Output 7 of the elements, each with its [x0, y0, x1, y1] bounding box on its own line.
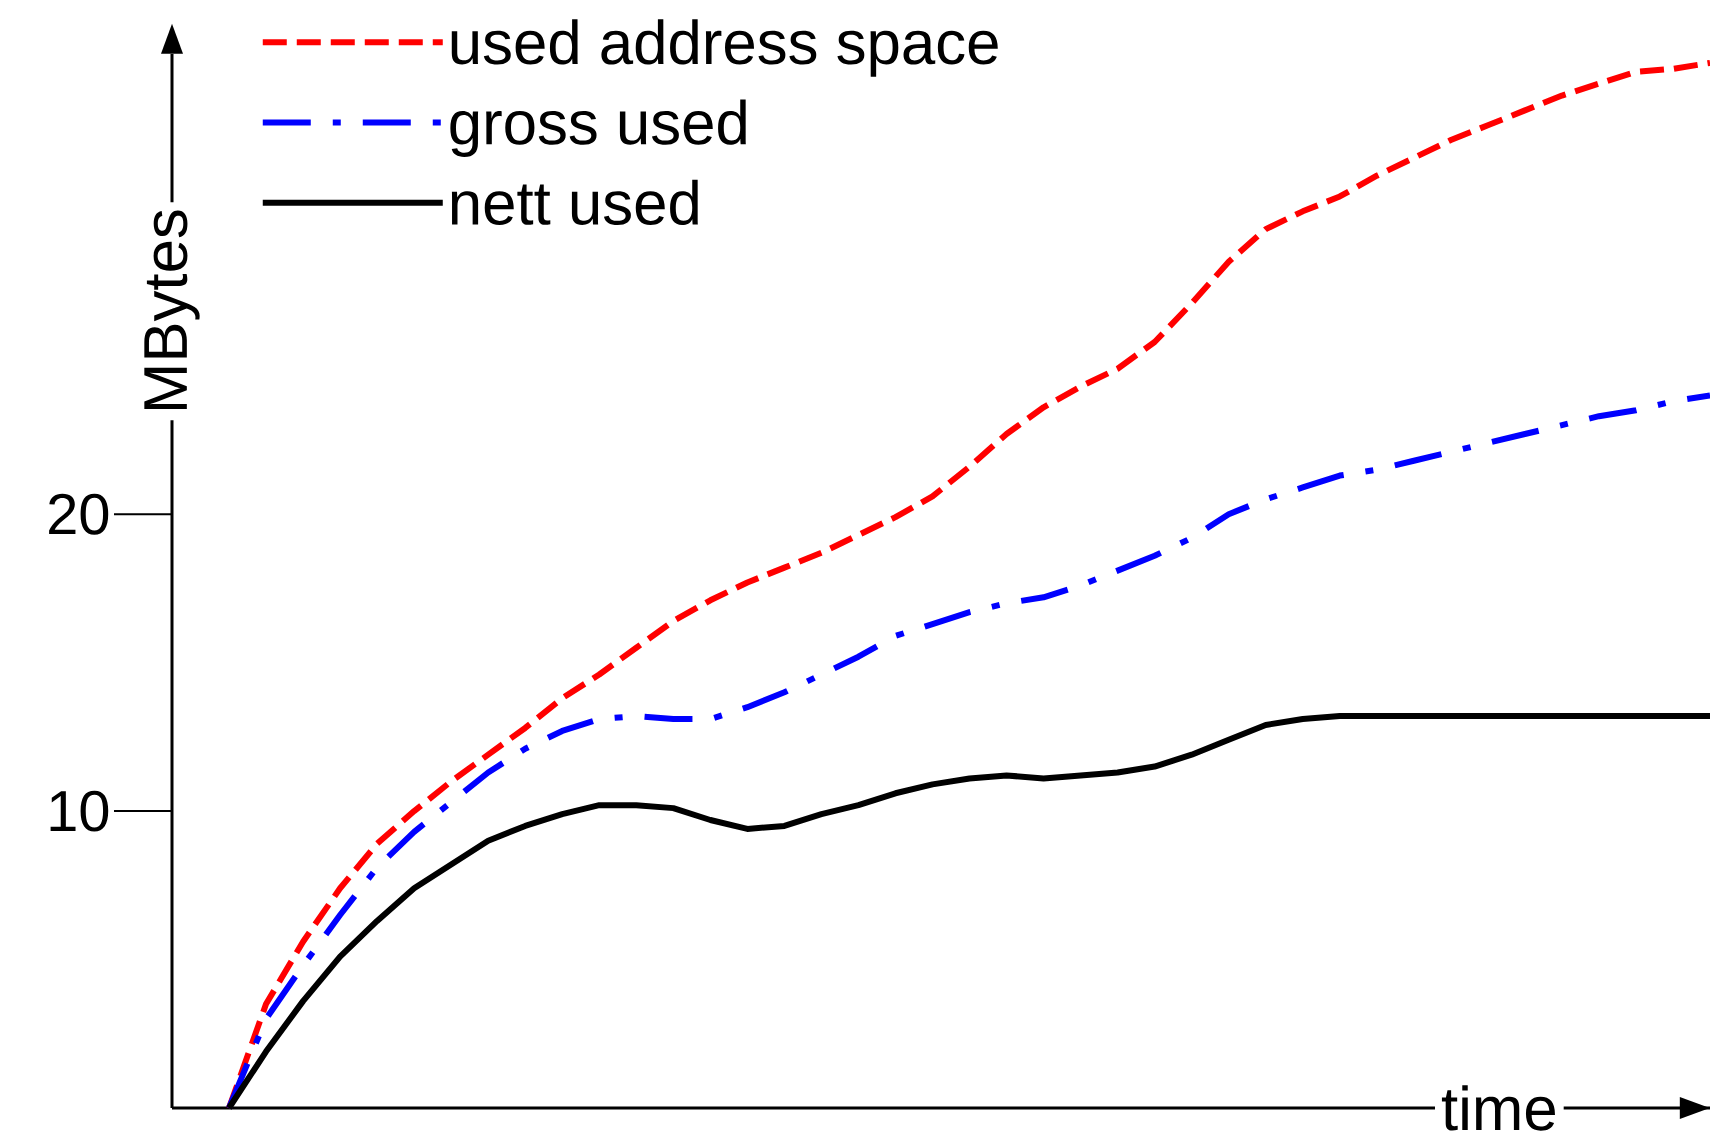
x-axis-title: time — [1441, 1085, 1555, 1131]
y-tick-label: 20 — [49, 493, 109, 535]
y-tick-label: 10 — [50, 790, 109, 832]
legend-label: nett used — [451, 179, 698, 225]
legend-label: used address space — [451, 19, 998, 77]
y-axis-title: MBytes — [144, 210, 200, 410]
legend-label: gross used — [450, 99, 746, 157]
